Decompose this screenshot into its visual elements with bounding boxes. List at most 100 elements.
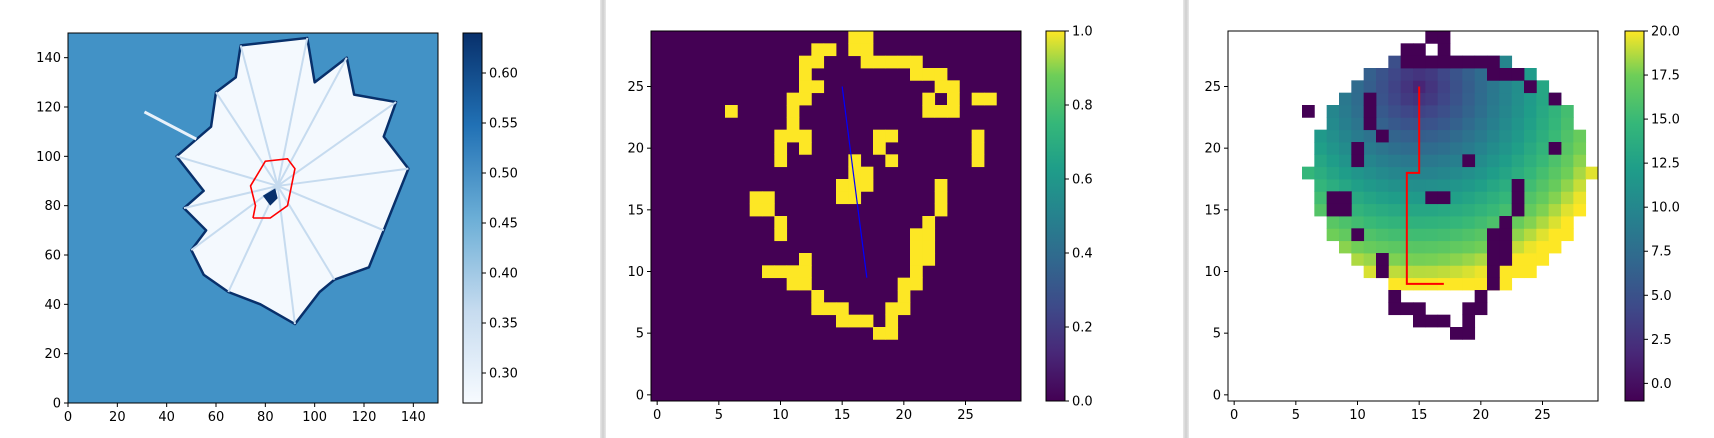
- colorbar-tick-label: 0.30: [489, 367, 518, 382]
- wall-cell: [1487, 55, 1500, 69]
- occupied-cell: [922, 240, 936, 254]
- panel-cost-map: 0 5 10 15 20 25 0 5 10 15 20 25 0.0 2.5 5.0 7.5 10.0 12.5…: [1190, 0, 1714, 438]
- cost-cell: [1548, 117, 1562, 131]
- cost-cell: [1326, 166, 1340, 180]
- cost-cell: [1585, 166, 1599, 180]
- cost-cell: [1326, 142, 1340, 155]
- cost-cell: [1376, 191, 1389, 205]
- cost-cell: [1437, 68, 1451, 81]
- cost-map-chart: 0 5 10 15 20 25 0 5 10 15 20 25 0.0 2.5 5.0 7.5 10.0 12.5…: [1204, 25, 1680, 424]
- wall-cell: [1376, 129, 1389, 143]
- occupied-cell: [848, 191, 862, 205]
- cost-cell: [1388, 142, 1402, 155]
- occupied-cell: [971, 92, 985, 106]
- occupied-cell: [836, 179, 849, 192]
- ray-spoke: [276, 185, 336, 281]
- cost-cell: [1511, 129, 1525, 143]
- wall-cell: [1548, 92, 1562, 106]
- cost-cell: [1499, 179, 1513, 192]
- cost-cell: [1388, 154, 1402, 168]
- cost-cell: [1437, 142, 1451, 155]
- wall-cell: [1437, 314, 1451, 328]
- wall-cell: [1462, 327, 1476, 340]
- cost-cell: [1376, 179, 1389, 192]
- cost-cell: [1474, 265, 1488, 279]
- occupied-cell: [860, 179, 874, 192]
- occupied-cell: [836, 314, 849, 328]
- occupied-cell: [860, 314, 874, 328]
- cost-cell: [1499, 203, 1513, 217]
- y-tick-label: 10: [627, 265, 644, 280]
- wall-cell: [1450, 55, 1463, 69]
- occupied-cell: [762, 203, 775, 217]
- wall-cell: [1511, 179, 1525, 192]
- cost-cell: [1388, 105, 1402, 118]
- cost-cell: [1524, 105, 1537, 118]
- occupied-cell: [774, 129, 788, 143]
- cost-cell: [1376, 203, 1389, 217]
- cost-cell: [1548, 228, 1562, 242]
- cost-cell: [1437, 117, 1451, 131]
- occupied-cell: [799, 253, 812, 266]
- cost-cell: [1326, 179, 1340, 192]
- wall-cell: [1450, 327, 1463, 340]
- robot-path: [249, 157, 296, 219]
- cost-cell: [1425, 129, 1439, 143]
- wall-cell: [1511, 203, 1525, 217]
- cost-cell: [1425, 253, 1439, 266]
- cost-cell: [1487, 203, 1500, 217]
- occupied-cell: [922, 68, 936, 81]
- cost-cell: [1487, 179, 1500, 192]
- x-tick-label: 15: [1411, 408, 1428, 423]
- wall-cell: [1425, 314, 1439, 328]
- occupied-cell: [971, 142, 985, 155]
- wall-cell: [1487, 277, 1500, 291]
- occupied-cell: [823, 43, 837, 57]
- occupied-cell: [885, 302, 899, 316]
- laser-ray: [143, 110, 197, 141]
- wall-cell: [1487, 265, 1500, 279]
- cost-cell: [1425, 80, 1439, 94]
- y-tick-label: 20: [1204, 142, 1221, 157]
- cost-cell: [1450, 80, 1463, 94]
- cost-cell: [1376, 166, 1389, 180]
- cost-cell: [1524, 68, 1537, 81]
- colorbar-tick-label: 7.5: [1651, 245, 1672, 260]
- cost-cell: [1351, 92, 1365, 106]
- ray-spoke: [276, 37, 309, 187]
- wall-cell: [1425, 31, 1439, 44]
- cost-cell: [1499, 55, 1513, 69]
- wall-cell: [1363, 92, 1377, 106]
- wall-cell: [1302, 105, 1315, 118]
- cost-cell: [1536, 179, 1550, 192]
- cost-cell: [1376, 154, 1389, 168]
- occupied-cell: [799, 80, 812, 94]
- occupied-cell: [873, 327, 886, 340]
- cost-cell: [1548, 216, 1562, 229]
- wall-cell: [1326, 203, 1340, 217]
- colorbar-tick-label: 0.50: [489, 167, 518, 182]
- wall-cell: [1548, 142, 1562, 155]
- cost-cell: [1437, 216, 1451, 229]
- cost-cell: [1511, 240, 1525, 254]
- x-tick-label: 140: [401, 410, 426, 425]
- occupied-cell: [786, 277, 800, 291]
- cost-cell: [1511, 154, 1525, 168]
- cost-cell: [1351, 129, 1365, 143]
- cost-cell: [1487, 105, 1500, 118]
- colorbar-tick-label: 12.5: [1651, 157, 1680, 172]
- cost-cell: [1450, 277, 1463, 291]
- colorbar-tick-label: 0.6: [1072, 173, 1093, 188]
- cost-cell: [1474, 68, 1488, 81]
- occupied-cell: [897, 290, 911, 303]
- cost-cell: [1536, 240, 1550, 254]
- cost-cell: [1561, 154, 1574, 168]
- cost-cell: [1474, 92, 1488, 106]
- cost-cell: [1462, 142, 1476, 155]
- cost-cell: [1376, 142, 1389, 155]
- cost-cell: [1573, 142, 1587, 155]
- cost-cell: [1561, 129, 1574, 143]
- x-tick-label: 25: [1534, 408, 1551, 423]
- wall-cell: [1425, 55, 1439, 69]
- cost-cell: [1326, 216, 1340, 229]
